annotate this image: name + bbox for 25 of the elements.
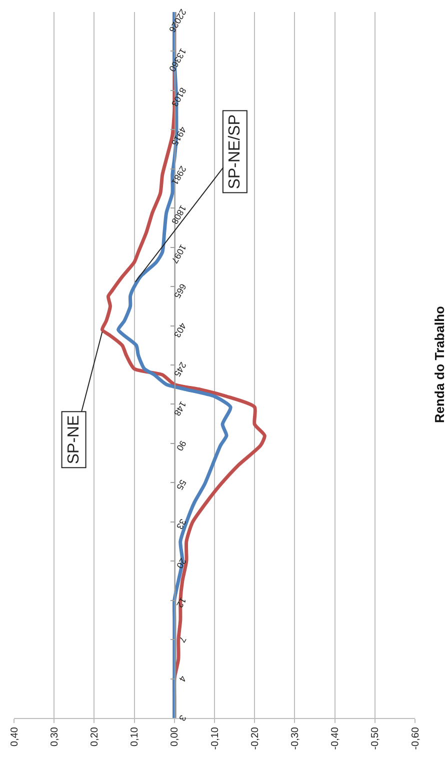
- y-tick-label: 665: [172, 282, 188, 300]
- y-tick-label: 90: [174, 438, 188, 453]
- y-tick-label: 33: [174, 517, 188, 531]
- y-tick-label: 55: [174, 478, 188, 492]
- text: Renda do Trabalho: [432, 306, 445, 424]
- y-tick-label: 403: [172, 321, 188, 340]
- y-tick-label: 3: [177, 713, 188, 723]
- y-tick-label: 20: [174, 556, 188, 570]
- x-tick-label: 0,00: [170, 726, 181, 746]
- y-tick-label: 4: [177, 674, 188, 684]
- x-tick-label: -0,20: [250, 726, 261, 750]
- x-tick-label: -0,40: [330, 726, 342, 750]
- y-tick-label: 12: [174, 596, 188, 610]
- annotation: SP-NE/SP: [226, 114, 244, 190]
- x-tick-label: -0,60: [410, 726, 422, 750]
- x-tick-label: 0,30: [49, 726, 60, 746]
- x-tick-label: -0,10: [210, 726, 221, 750]
- x-tick-label: 0,10: [130, 726, 141, 746]
- y-tick-label: 148: [172, 400, 188, 418]
- x-tick-label: -0,30: [290, 726, 301, 750]
- x-tick-label: 0,40: [9, 726, 20, 746]
- y-tick-label: 7: [177, 634, 188, 644]
- x-tick-label: -0,50: [370, 726, 382, 750]
- annotation: SP-NE: [65, 415, 82, 464]
- x-tick-label: 0,20: [89, 726, 100, 746]
